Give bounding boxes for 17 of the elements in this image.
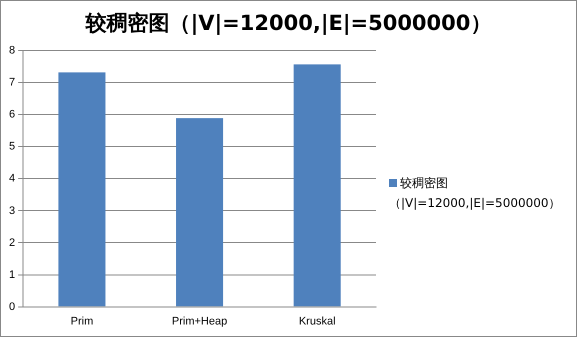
legend-label: 较稠密图（|V|=12000,|E|=5000000） (389, 176, 561, 210)
y-tick-label: 8 (8, 44, 16, 57)
y-tick-label: 3 (8, 204, 16, 217)
bar (176, 118, 224, 306)
y-tick-label: 1 (8, 268, 16, 281)
y-tick-label: 0 (8, 300, 16, 313)
x-tick-label: Prim+Heap (172, 315, 228, 328)
y-tick-label: 7 (8, 76, 16, 89)
y-tick-label: 5 (8, 140, 16, 153)
y-tick-label: 6 (8, 108, 16, 121)
y-tick-label: 2 (8, 236, 16, 249)
x-tick-label: Prim (70, 315, 94, 328)
bar (58, 72, 106, 306)
x-tick-label: Kruskal (298, 315, 336, 328)
chart-title: 较稠密图（|V|=12000,|E|=5000000） (84, 10, 492, 37)
bar (294, 64, 341, 306)
y-tick-label: 4 (8, 172, 16, 185)
